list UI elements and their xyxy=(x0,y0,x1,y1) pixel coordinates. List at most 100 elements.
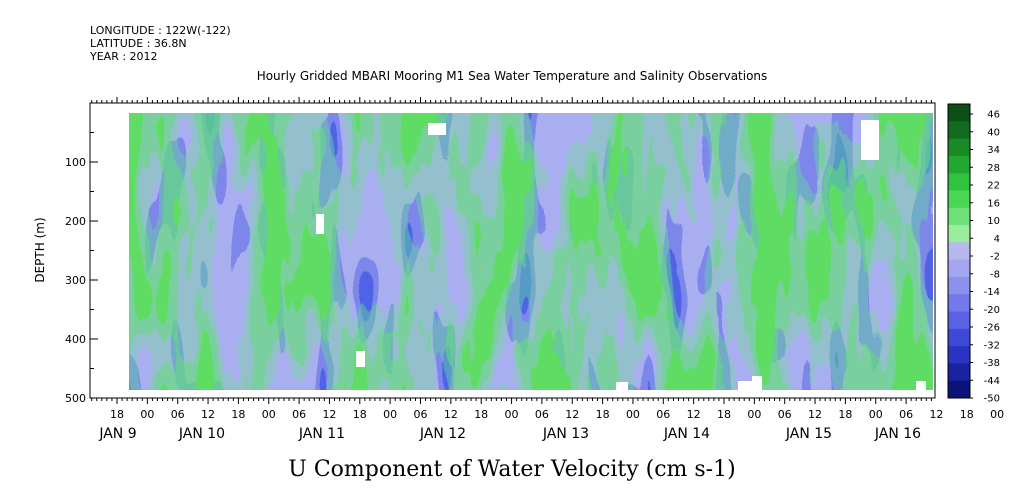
colorbar-swatch xyxy=(948,190,970,209)
x-hour-label: 12 xyxy=(687,408,701,421)
colorbar-label: -38 xyxy=(984,358,1000,369)
data-gap xyxy=(752,376,762,390)
x-hour-label: 18 xyxy=(596,408,610,421)
x-ticks-top xyxy=(91,97,932,103)
y-tick-label: 500 xyxy=(65,392,86,405)
x-hour-label: 18 xyxy=(474,408,488,421)
colorbar-label: 4 xyxy=(994,234,1000,245)
colorbar-label: 46 xyxy=(987,110,1000,121)
colorbar-label: -14 xyxy=(984,287,1000,298)
colorbar-label: -44 xyxy=(984,376,1000,387)
data-gap xyxy=(428,123,446,135)
x-hour-label: 12 xyxy=(808,408,822,421)
x-hour-label: 06 xyxy=(899,408,913,421)
colorbar-label: -20 xyxy=(984,305,1000,316)
y-tick-label: 100 xyxy=(65,156,86,169)
velocity-field xyxy=(129,113,933,390)
x-hour-label: 00 xyxy=(747,408,761,421)
x-day-label: JAN 12 xyxy=(419,426,466,442)
data-gap xyxy=(861,120,879,160)
colorbar-swatch xyxy=(948,225,970,243)
colorbar-swatch xyxy=(948,138,970,157)
x-hour-label: 06 xyxy=(292,408,306,421)
colorbar-label: -8 xyxy=(990,269,1000,280)
variable-title: U Component of Water Velocity (cm s-1) xyxy=(288,457,735,482)
data-gap xyxy=(356,351,365,367)
colorbar-swatch xyxy=(948,311,970,330)
colorbar-swatch xyxy=(948,207,970,226)
colorbar-swatch xyxy=(948,242,970,261)
x-hour-label: 12 xyxy=(444,408,458,421)
data-gap xyxy=(316,214,324,234)
data-gap xyxy=(616,382,628,390)
x-hour-label: 06 xyxy=(656,408,670,421)
data-gap xyxy=(738,381,752,390)
colorbar-swatch xyxy=(948,121,970,140)
colorbar-swatch xyxy=(948,328,970,347)
colorbar-swatch xyxy=(948,380,970,399)
x-day-label: JAN 14 xyxy=(663,426,710,442)
y-axis: 100 200 300 400 500 xyxy=(65,132,98,405)
colorbar-label: -32 xyxy=(984,340,1000,351)
x-day-label: JAN 15 xyxy=(785,426,832,442)
colorbar-swatch xyxy=(948,259,970,278)
x-hour-label: 18 xyxy=(231,408,245,421)
y-axis-label: DEPTH (m) xyxy=(33,217,47,282)
x-hour-label: 18 xyxy=(838,408,852,421)
x-day-label: JAN 16 xyxy=(874,426,921,442)
x-hour-label: 00 xyxy=(140,408,154,421)
x-hour-label: 00 xyxy=(262,408,276,421)
chart-title: Hourly Gridded MBARI Mooring M1 Sea Wate… xyxy=(257,69,768,83)
x-hour-label: 06 xyxy=(171,408,185,421)
colorbar-label: 40 xyxy=(987,127,1000,138)
x-hour-label: 12 xyxy=(322,408,336,421)
x-day-label: JAN 10 xyxy=(178,426,225,442)
x-hour-label: 18 xyxy=(717,408,731,421)
x-day-label: JAN 13 xyxy=(542,426,589,442)
colorbar-swatch xyxy=(948,346,970,364)
x-hour-label: 18 xyxy=(960,408,974,421)
colorbar-label: 16 xyxy=(987,198,1000,209)
colorbar-label: 22 xyxy=(987,181,1000,192)
x-hour-label: 12 xyxy=(565,408,579,421)
year-label: YEAR : 2012 xyxy=(89,50,158,63)
y-tick-label: 200 xyxy=(65,215,86,228)
y-tick-label: 400 xyxy=(65,333,86,346)
colorbar-swatch xyxy=(948,276,970,295)
colorbar-frame xyxy=(947,103,971,399)
x-hour-label: 06 xyxy=(414,408,428,421)
x-hour-label: 12 xyxy=(929,408,943,421)
x-hour-label: 06 xyxy=(778,408,792,421)
x-hour-label: 00 xyxy=(869,408,883,421)
colorbar: 46 40 34 28 22 16 10 4 -2 -8 -14 -20 -26 -32 -38 -44 -50 xyxy=(947,103,1000,405)
latitude-label: LATITUDE : 36.8N xyxy=(90,37,187,50)
colorbar-label: 10 xyxy=(987,216,1000,227)
x-hour-label: 00 xyxy=(626,408,640,421)
colorbar-swatch xyxy=(948,294,970,313)
colorbar-label: 34 xyxy=(987,145,1000,156)
colorbar-label: 28 xyxy=(987,163,1000,174)
colorbar-swatch xyxy=(948,104,970,122)
colorbar-swatch xyxy=(948,155,970,174)
x-day-labels: JAN 9 JAN 10 JAN 11 JAN 12 JAN 13 JAN 14 JAN 1… xyxy=(98,426,921,442)
x-hour-label: 18 xyxy=(110,408,124,421)
x-hour-labels: 18 00 06 12 18 00 06 12 18 00 06 12 18 00 06 12 18 00 06 12… xyxy=(110,408,1004,421)
colorbar-label: -26 xyxy=(984,323,1000,334)
colorbar-swatch xyxy=(948,363,970,382)
y-tick-label: 300 xyxy=(65,274,86,287)
colorbar-swatch xyxy=(948,173,970,191)
x-hour-label: 00 xyxy=(505,408,519,421)
colorbar-label: -50 xyxy=(984,394,1000,405)
colorbar-label: -2 xyxy=(990,252,1000,263)
velocity-field-fill xyxy=(129,113,933,390)
x-hour-label: 06 xyxy=(535,408,549,421)
longitude-label: LONGITUDE : 122W(-122) xyxy=(90,24,231,37)
x-hour-label: 00 xyxy=(383,408,397,421)
x-day-label: JAN 11 xyxy=(298,426,345,442)
x-hour-label: 12 xyxy=(201,408,215,421)
x-day-label: JAN 9 xyxy=(98,426,136,442)
data-gap xyxy=(916,381,926,390)
x-hour-label: 18 xyxy=(353,408,367,421)
x-hour-label: 00 xyxy=(990,408,1004,421)
